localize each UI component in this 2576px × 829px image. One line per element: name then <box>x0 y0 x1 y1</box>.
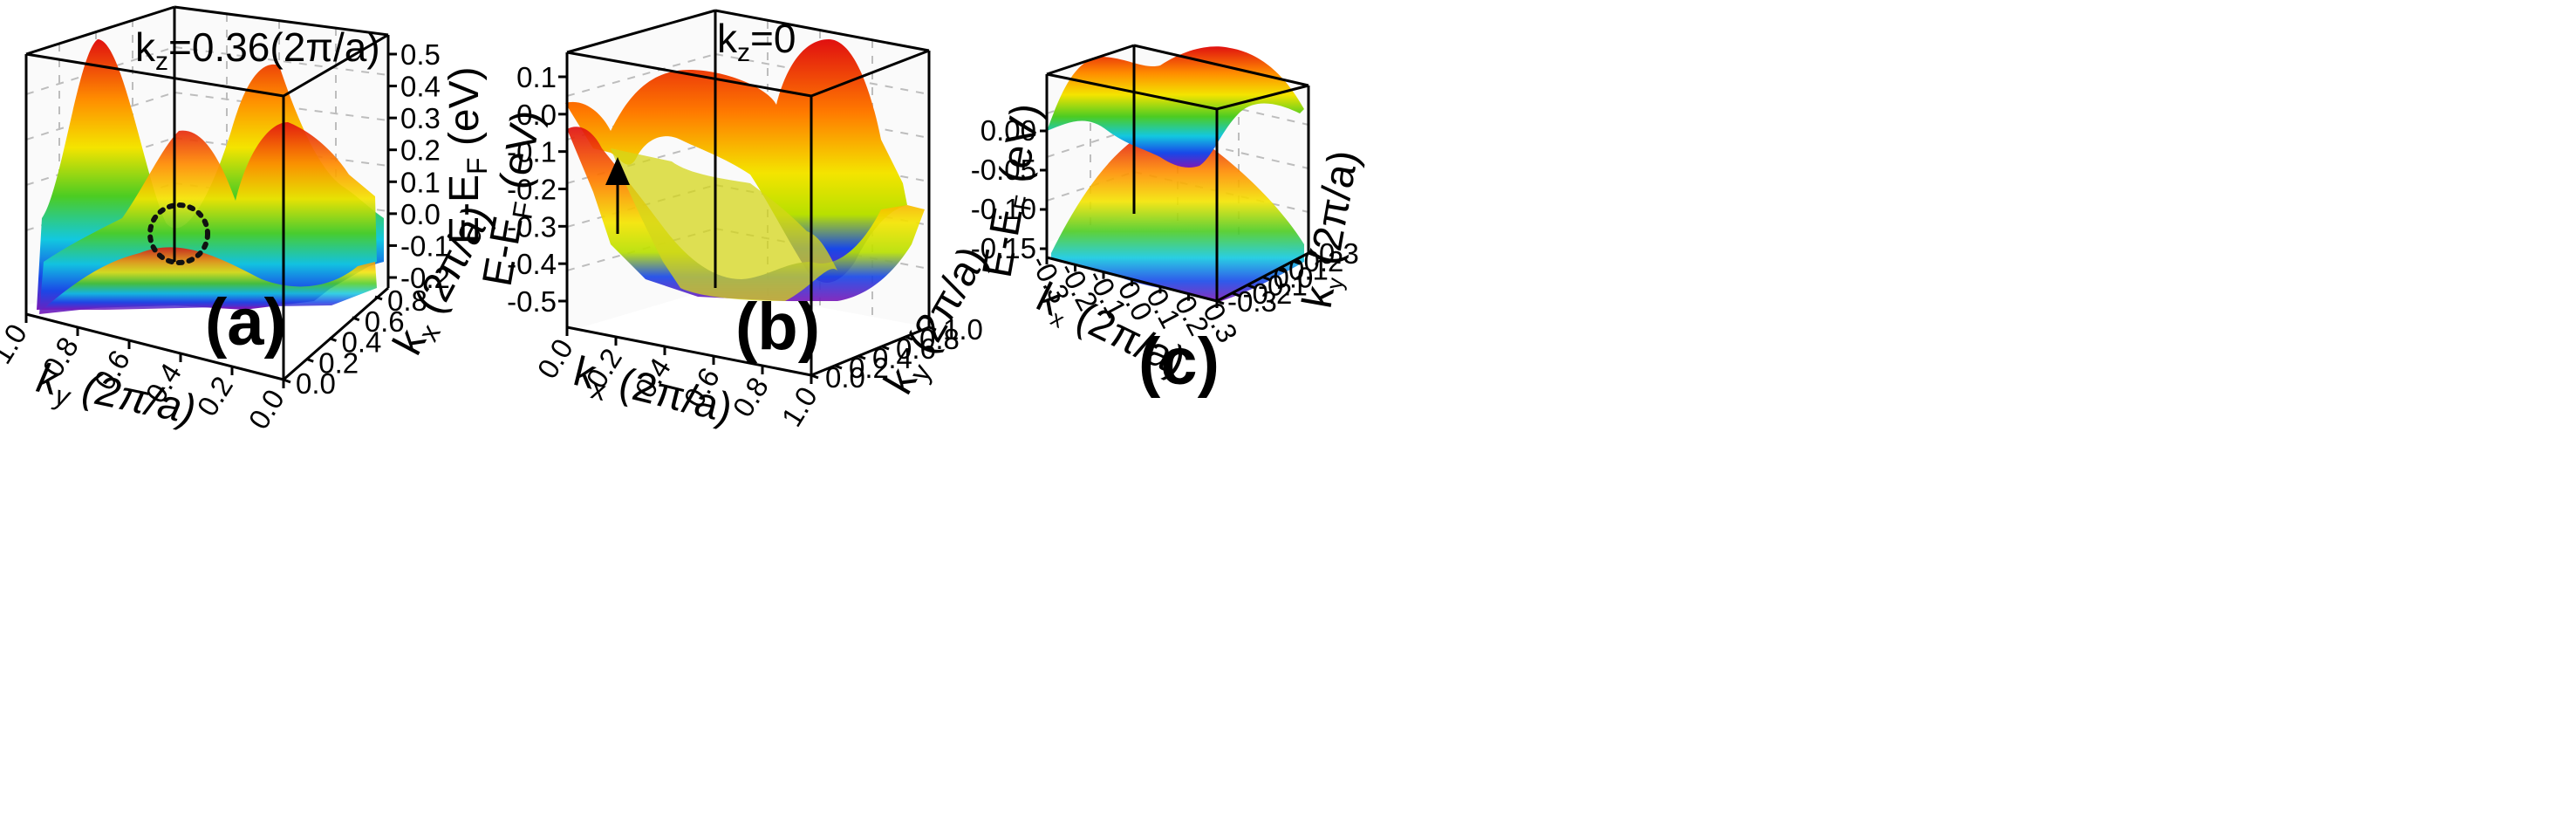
panel-c-surface-lower <box>1051 134 1304 301</box>
tick-label: 0.4 <box>400 71 441 103</box>
tick-mark <box>1308 251 1316 257</box>
tick-mark <box>810 373 819 380</box>
tick-label: -0.1 <box>400 230 450 262</box>
panel-a-box <box>24 5 390 381</box>
panel-c: 0.00 -0.05 -0.10 -0.15 -0.3-0.2-0.10.00.10.2… <box>971 44 1367 399</box>
panel-b-arrow <box>605 157 630 234</box>
tick-label: 0.0 <box>516 99 557 131</box>
panel-b-annotation: kz=0 <box>717 16 796 67</box>
tick-label: 0.0 <box>296 367 336 400</box>
panel-a-label: (a) <box>205 285 286 360</box>
panel-c-label: (c) <box>1138 325 1220 399</box>
tick-label: 0.2 <box>318 346 359 379</box>
tick-label: 0.3 <box>1319 237 1359 270</box>
tick-label: -0.2 <box>400 262 450 294</box>
tick-mark <box>283 378 291 384</box>
tick-mark <box>1277 267 1286 273</box>
tick-label: -0.4 <box>507 248 557 280</box>
tick-mark <box>328 337 338 342</box>
tick-label: 0.1 <box>516 61 557 93</box>
tick-label: 0.5 <box>400 38 441 71</box>
tick-label: -0.15 <box>971 232 1036 264</box>
tick-label: -0.05 <box>971 154 1036 186</box>
tick-mark <box>1261 276 1271 281</box>
tick-label: 0.8 <box>387 284 427 317</box>
tick-label: -0.10 <box>971 193 1036 225</box>
tick-mark <box>1231 291 1240 298</box>
tick-label: 0.3 <box>400 102 441 134</box>
tick-label: 0.1 <box>1288 253 1329 285</box>
tick-label: 0.0 <box>242 384 290 435</box>
tick-label: 0.0 <box>400 198 441 230</box>
tick-label: -0.1 <box>1258 270 1308 302</box>
panel-a-zlabel: E-EF (eV) <box>441 66 493 244</box>
tick-label: 1.0 <box>943 313 983 346</box>
panel-a-annotation: kz=0.36(2π/a) <box>135 24 380 76</box>
tick-label: 0.2 <box>400 134 441 167</box>
tick-label: -0.1 <box>507 136 557 168</box>
panel-a-dotted-circle <box>147 202 210 265</box>
tick-label: -0.3 <box>1227 285 1277 318</box>
panel-b-box <box>565 9 931 377</box>
tick-mark <box>305 357 314 363</box>
tick-mark <box>374 295 383 301</box>
tick-mark <box>881 345 890 351</box>
tick-mark <box>928 325 937 332</box>
tick-label: 0.0 <box>825 361 865 394</box>
tick-mark <box>1292 259 1302 265</box>
tick-mark <box>834 364 843 370</box>
tick-label: 0.8 <box>919 323 960 355</box>
tick-mark <box>1216 299 1225 305</box>
tick-mark <box>905 335 913 341</box>
panel-b: 0.10.0-0.1-0.2-0.3-0.4-0.50.0 0.2 0.4 0.6 0.… <box>475 9 996 433</box>
panel-a-surface <box>37 39 384 314</box>
panel-b-surface <box>565 39 925 301</box>
tick-label: -0.5 <box>507 285 557 318</box>
tick-label: 0.4 <box>872 342 912 374</box>
tick-label: 0.00 <box>981 114 1036 147</box>
tick-mark <box>352 316 360 322</box>
tick-label: -0.3 <box>507 210 557 243</box>
tick-label: -0.2 <box>507 174 557 206</box>
tick-label: 0.2 <box>1304 245 1344 277</box>
panel-c-surface-upper <box>1047 46 1304 168</box>
tick-label: 1.0 <box>775 381 823 433</box>
tick-label: 0.0 <box>530 333 579 385</box>
panel-a: 0.50.40.30.20.10.0-0.1-0.21.0 0.8 0.6 0.4 0.… <box>0 5 502 435</box>
tick-label: 0.1 <box>400 166 441 198</box>
tick-label: 0.4 <box>342 326 382 359</box>
tick-mark <box>1247 284 1255 290</box>
tick-label: 1.0 <box>0 319 33 370</box>
tick-label: 0.2 <box>849 352 889 384</box>
tick-label: 0.6 <box>365 305 405 338</box>
tick-label: 0.6 <box>896 332 936 365</box>
panel-b-label: (b) <box>735 290 820 364</box>
tick-mark <box>858 354 866 360</box>
tick-label: 0.0 <box>1274 262 1314 294</box>
tick-label: -0.2 <box>1243 277 1293 310</box>
